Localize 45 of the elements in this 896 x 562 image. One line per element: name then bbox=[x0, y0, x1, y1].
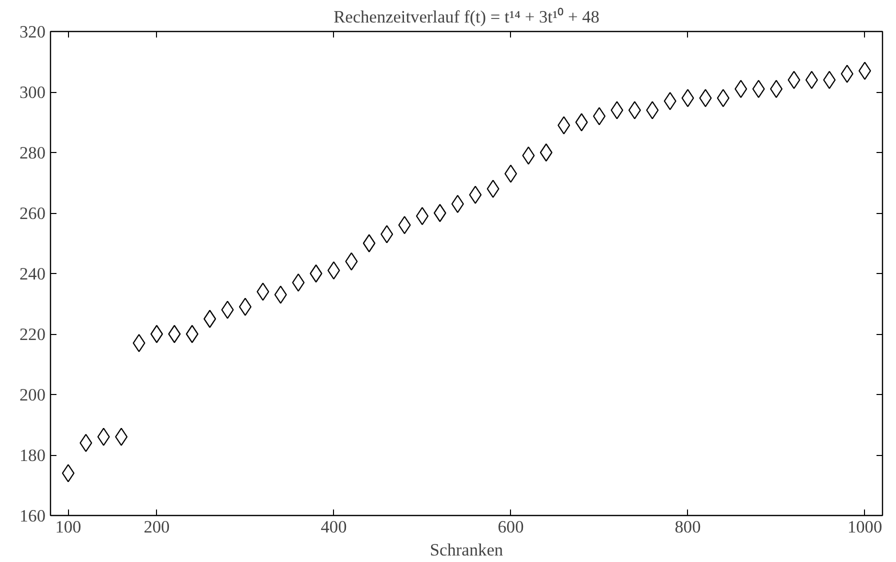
point bbox=[486, 180, 500, 198]
point bbox=[97, 428, 110, 446]
point bbox=[362, 234, 376, 252]
point bbox=[823, 70, 836, 89]
x-tick-label: 200 bbox=[144, 518, 170, 536]
point bbox=[840, 64, 854, 83]
point bbox=[345, 252, 358, 270]
y-tick-label: 260 bbox=[20, 204, 46, 223]
point bbox=[416, 206, 429, 226]
point bbox=[575, 113, 588, 132]
point bbox=[558, 116, 570, 134]
point bbox=[469, 186, 482, 204]
x-tick-label: 400 bbox=[320, 518, 347, 536]
y-tick-label: 180 bbox=[20, 446, 46, 465]
point bbox=[646, 101, 659, 120]
chart-title: Rechenzeitverlauf f(t) = t¹⁴ + 3t¹⁰ + 48 bbox=[334, 8, 600, 26]
x-tick-label: 1000 bbox=[847, 518, 882, 536]
y-tick-label: 200 bbox=[20, 386, 46, 404]
x-tick-label: 600 bbox=[498, 518, 524, 536]
point bbox=[504, 164, 518, 183]
point bbox=[204, 310, 216, 328]
y-tick-label: 320 bbox=[20, 22, 46, 42]
y-tick-label: 220 bbox=[20, 325, 46, 344]
point bbox=[610, 101, 624, 120]
point bbox=[115, 428, 128, 446]
point bbox=[858, 62, 872, 80]
point bbox=[380, 225, 394, 244]
y-tick-label: 300 bbox=[20, 83, 46, 102]
x-tick-label: 100 bbox=[55, 518, 82, 536]
point bbox=[628, 101, 641, 120]
point bbox=[62, 464, 74, 482]
point bbox=[398, 216, 411, 234]
point bbox=[256, 282, 270, 301]
y-tick-label: 240 bbox=[20, 264, 46, 284]
x-tick-label: 800 bbox=[674, 518, 701, 536]
x-axis-title: Schranken bbox=[430, 540, 504, 560]
point bbox=[238, 298, 252, 316]
y-tick-label: 160 bbox=[20, 506, 46, 526]
point bbox=[80, 434, 92, 452]
y-tick-label: 280 bbox=[20, 144, 46, 162]
point bbox=[221, 300, 234, 319]
point bbox=[788, 70, 800, 89]
point bbox=[274, 286, 287, 304]
point bbox=[805, 70, 818, 89]
point bbox=[593, 107, 606, 126]
